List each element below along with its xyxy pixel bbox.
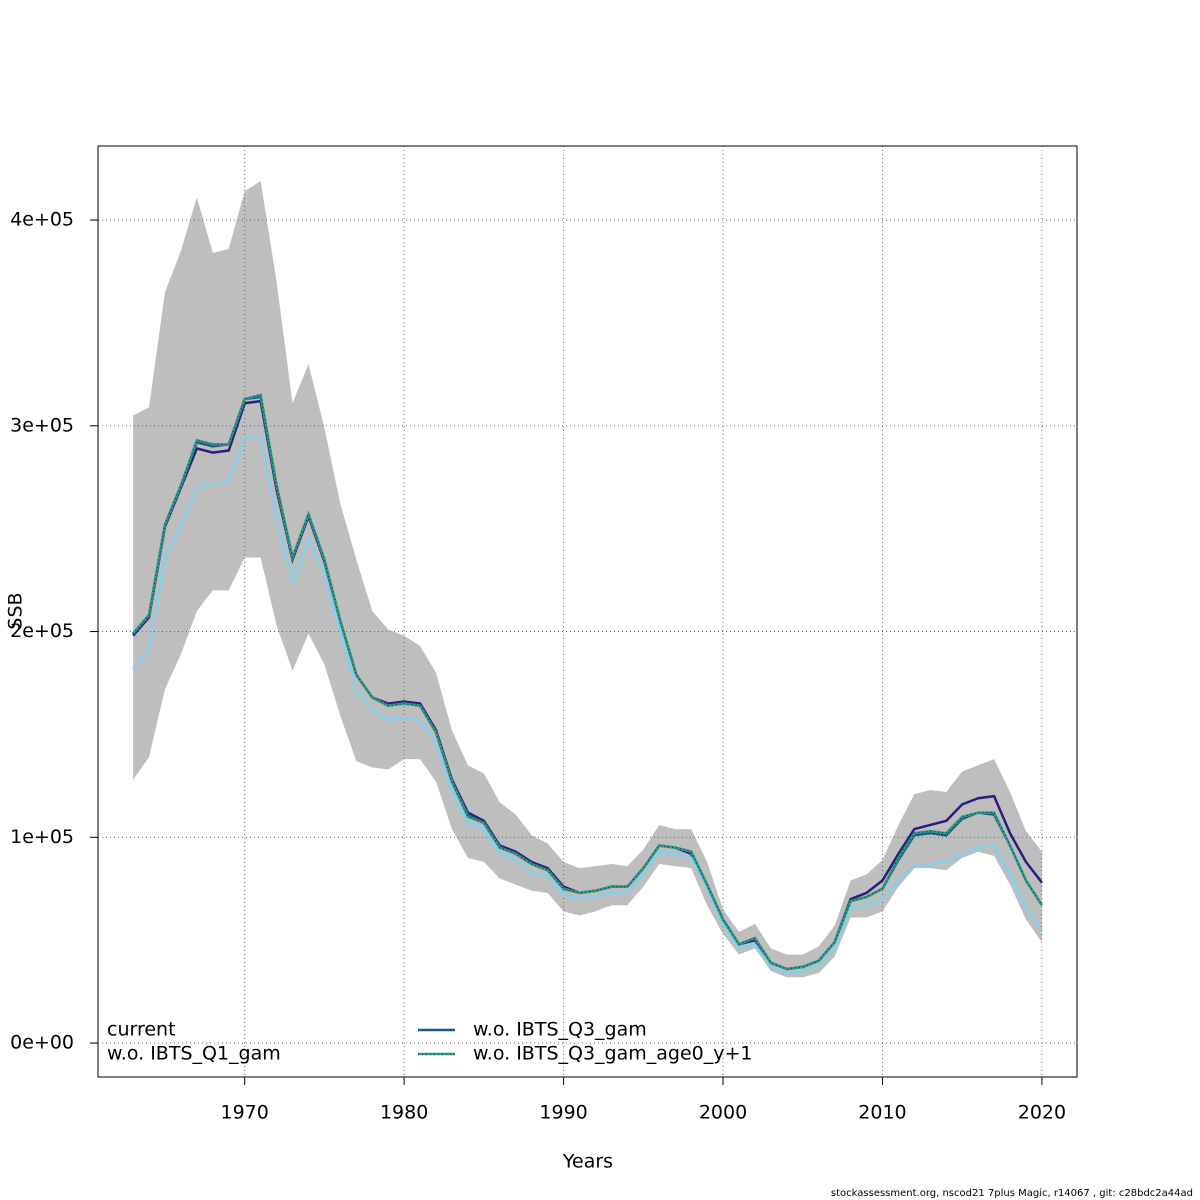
y-axis-label: SSB — [5, 592, 27, 629]
y-tick-label: 3e+05 — [10, 414, 74, 436]
x-tick-label: 2020 — [1018, 1102, 1066, 1124]
x-tick-label: 2000 — [699, 1102, 747, 1124]
x-tick-label: 1990 — [539, 1102, 587, 1124]
footer: stockassessment.org, nscod21 7plus Magic… — [831, 1188, 1193, 1199]
y-tick-label: 1e+05 — [10, 826, 74, 848]
x-tick-label: 1980 — [380, 1102, 428, 1124]
x-tick-label: 1970 — [221, 1102, 269, 1124]
confidence-band — [133, 180, 1042, 978]
series-line-dots — [132, 394, 1043, 970]
legend-label: w.o. IBTS_Q3_gam_age0_y+1 — [473, 1043, 753, 1065]
legend-label: w.o. IBTS_Q3_gam — [473, 1019, 647, 1041]
series-line — [132, 434, 1043, 975]
y-tick-label: 0e+00 — [10, 1032, 74, 1054]
y-tick-label: 4e+05 — [10, 209, 74, 231]
plot-frame — [97, 145, 1078, 1078]
legend-label: current — [107, 1019, 176, 1041]
x-tick-label: 2010 — [858, 1102, 906, 1124]
y-tick-label: 2e+05 — [10, 620, 74, 642]
x-axis-label: Years — [562, 1151, 613, 1173]
legend-label: w.o. IBTS_Q1_gam — [107, 1043, 281, 1065]
